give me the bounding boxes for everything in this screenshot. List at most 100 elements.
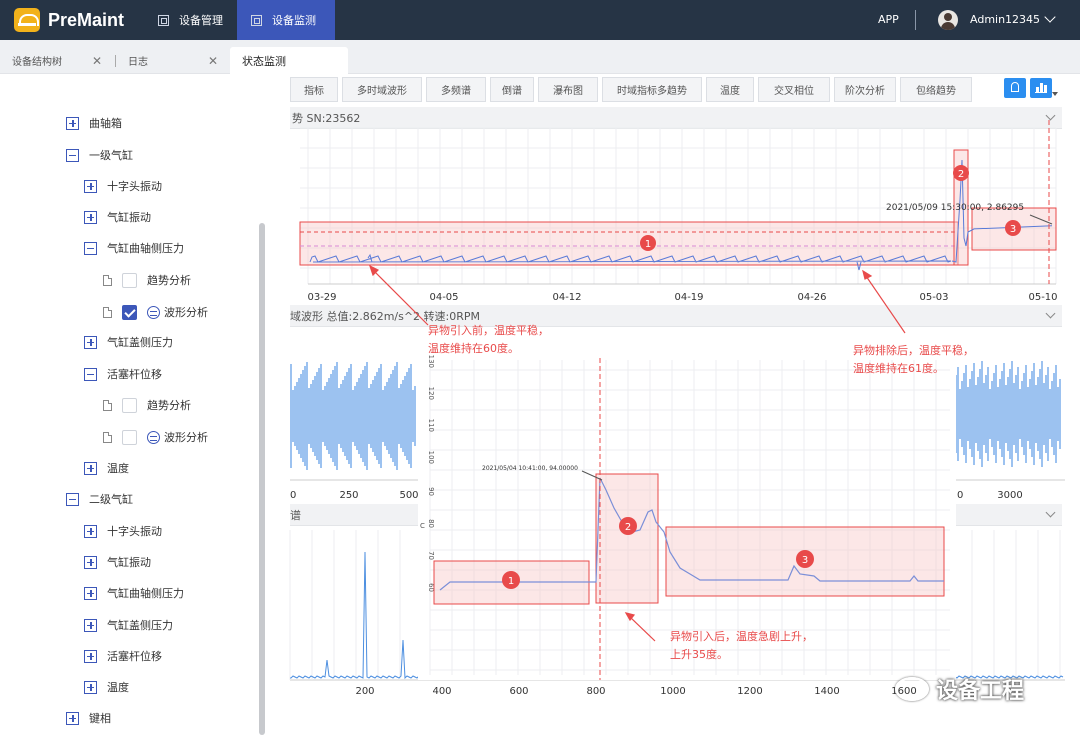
tab-cross-phase[interactable]: 交叉相位 bbox=[758, 77, 830, 102]
tab-label: 多频谱 bbox=[441, 86, 471, 97]
equipment-tree: 曲轴箱 一级气缸 十字头振动 气缸振动 气缸曲轴侧压力 趋势分析 波形分析 气缸… bbox=[0, 75, 268, 735]
checkbox[interactable] bbox=[122, 272, 137, 288]
tree-leaf-trend-analysis[interactable]: 趋势分析 bbox=[103, 395, 191, 415]
tab-multi-trend[interactable]: 时域指标多趋势 bbox=[602, 77, 702, 102]
document-icon bbox=[103, 431, 112, 443]
chevron-down-icon[interactable] bbox=[1045, 110, 1056, 121]
tab-label: 倒谱 bbox=[502, 86, 522, 97]
tree-node-crank-side-pressure[interactable]: 气缸曲轴侧压力 bbox=[84, 238, 184, 258]
tree-label: 气缸曲轴侧压力 bbox=[107, 242, 184, 255]
tree-leaf-trend-analysis[interactable]: 趋势分析 bbox=[103, 270, 191, 290]
tree-node-cylinder-vibration[interactable]: 气缸振动 bbox=[84, 552, 151, 572]
caret-down-icon[interactable] bbox=[1052, 92, 1058, 96]
tab-multi-spectrum[interactable]: 多频谱 bbox=[426, 77, 486, 102]
checkbox[interactable] bbox=[122, 429, 137, 445]
pin-button[interactable] bbox=[1004, 78, 1026, 98]
checkbox[interactable] bbox=[122, 397, 137, 413]
nav-device-monitoring[interactable]: 设备监测 bbox=[237, 0, 335, 40]
chart-type-button[interactable] bbox=[1030, 78, 1052, 98]
tree-node-stage2[interactable]: 二级气缸 bbox=[66, 489, 133, 509]
tab-label: 阶次分析 bbox=[845, 86, 885, 97]
tree-label: 曲轴箱 bbox=[89, 117, 122, 130]
tab-label: 设备结构树 bbox=[12, 57, 62, 68]
nav-divider bbox=[915, 10, 916, 30]
expand-icon[interactable] bbox=[84, 649, 97, 663]
expand-icon[interactable] bbox=[84, 210, 97, 224]
tree-node-head-side-pressure[interactable]: 气缸盖侧压力 bbox=[84, 615, 173, 635]
chevron-down-icon[interactable] bbox=[1045, 308, 1056, 319]
tree-node-rod-drop[interactable]: 活塞杆位移 bbox=[84, 646, 162, 666]
tree-node-stage1[interactable]: 一级气缸 bbox=[66, 145, 133, 165]
close-icon[interactable]: ✕ bbox=[91, 54, 102, 68]
tree-node-head-side-pressure[interactable]: 气缸盖侧压力 bbox=[84, 332, 173, 352]
annotation-after-intro: 异物引入后，温度急剧上升， 上升35度。 bbox=[670, 628, 813, 664]
tree-node-temperature[interactable]: 温度 bbox=[84, 677, 129, 697]
waveform-icon bbox=[147, 305, 160, 319]
collapse-icon[interactable] bbox=[66, 492, 79, 506]
tree-label: 波形分析 bbox=[164, 431, 208, 444]
tree-node-key-phase[interactable]: 键相 bbox=[66, 708, 111, 728]
tree-leaf-waveform-analysis[interactable]: 波形分析 bbox=[103, 427, 208, 447]
tab-label: 瀑布图 bbox=[553, 86, 583, 97]
annotation-before: 异物引入前，温度平稳， 温度维持在60度。 bbox=[428, 322, 549, 358]
tab-order-analysis[interactable]: 阶次分析 bbox=[834, 77, 896, 102]
chevron-down-icon[interactable] bbox=[1045, 507, 1056, 518]
tree-node-temperature[interactable]: 温度 bbox=[84, 458, 129, 478]
expand-icon[interactable] bbox=[66, 711, 79, 725]
expand-icon[interactable] bbox=[84, 555, 97, 569]
tree-leaf-waveform-analysis[interactable]: 波形分析 bbox=[103, 302, 208, 322]
expand-icon[interactable] bbox=[84, 335, 97, 349]
tab-indicator[interactable]: 指标 bbox=[290, 77, 338, 102]
collapse-icon[interactable] bbox=[66, 148, 79, 162]
page-tab-bar: 设备结构树 ✕ 日志 ✕ 状态监测 bbox=[0, 40, 1080, 74]
device-manage-icon bbox=[158, 14, 169, 26]
expand-icon[interactable] bbox=[84, 586, 97, 600]
waveform-panel-header: 域波形 总值:2.862m/s^2 转速:0RPM bbox=[290, 305, 1062, 327]
tab-log[interactable]: 日志 ✕ bbox=[116, 47, 228, 74]
expand-icon[interactable] bbox=[84, 524, 97, 538]
expand-icon[interactable] bbox=[66, 116, 79, 130]
close-icon[interactable]: ✕ bbox=[207, 54, 218, 68]
waveform-icon bbox=[147, 430, 160, 444]
app-download-link[interactable]: APP bbox=[878, 13, 899, 26]
panel-title: 谱 bbox=[290, 508, 301, 522]
chevron-down-icon[interactable] bbox=[1044, 11, 1056, 23]
nav-device-management[interactable]: 设备管理 bbox=[144, 0, 237, 40]
tree-node-crosshead-vibration[interactable]: 十字头振动 bbox=[84, 176, 162, 196]
expand-icon[interactable] bbox=[84, 461, 97, 475]
document-icon bbox=[103, 306, 112, 318]
user-avatar[interactable] bbox=[938, 10, 958, 30]
tab-label: 包络趋势 bbox=[916, 86, 956, 97]
app-logo[interactable]: PreMaint bbox=[14, 8, 124, 32]
tab-device-tree[interactable]: 设备结构树 ✕ bbox=[0, 47, 112, 74]
tab-label: 日志 bbox=[128, 57, 148, 68]
expand-icon[interactable] bbox=[84, 618, 97, 632]
expand-icon[interactable] bbox=[84, 179, 97, 193]
tab-temperature[interactable]: 温度 bbox=[706, 77, 754, 102]
tab-cepstrum[interactable]: 倒谱 bbox=[490, 77, 534, 102]
collapse-icon[interactable] bbox=[84, 241, 97, 255]
expand-icon[interactable] bbox=[84, 680, 97, 694]
tab-waterfall[interactable]: 瀑布图 bbox=[538, 77, 598, 102]
tab-label: 多时域波形 bbox=[357, 86, 407, 97]
tree-node-crankcase[interactable]: 曲轴箱 bbox=[66, 113, 122, 133]
collapse-icon[interactable] bbox=[84, 367, 97, 381]
panel-title: 势 SN:23562 bbox=[292, 111, 361, 125]
tree-node-crosshead-vibration[interactable]: 十字头振动 bbox=[84, 521, 162, 541]
checkbox-checked[interactable] bbox=[122, 304, 137, 320]
user-name[interactable]: Admin12345 bbox=[970, 13, 1041, 26]
tree-label: 十字头振动 bbox=[107, 525, 162, 538]
tab-envelope-trend[interactable]: 包络趋势 bbox=[900, 77, 972, 102]
tab-multi-time-waveform[interactable]: 多时域波形 bbox=[342, 77, 422, 102]
device-monitor-icon bbox=[251, 14, 262, 26]
tree-node-rod-drop[interactable]: 活塞杆位移 bbox=[84, 364, 162, 384]
annotation-line: 上升35度。 bbox=[670, 648, 728, 661]
tree-label: 一级气缸 bbox=[89, 149, 133, 162]
tree-node-crank-side-pressure[interactable]: 气缸曲轴侧压力 bbox=[84, 583, 184, 603]
tree-label: 键相 bbox=[89, 712, 111, 725]
tree-node-cylinder-vibration[interactable]: 气缸振动 bbox=[84, 207, 151, 227]
tab-status-monitoring[interactable]: 状态监测 bbox=[230, 47, 348, 74]
tree-scrollbar[interactable] bbox=[259, 223, 265, 735]
annotation-line: 异物引入后，温度急剧上升， bbox=[670, 630, 813, 643]
tree-label: 气缸盖侧压力 bbox=[107, 619, 173, 632]
